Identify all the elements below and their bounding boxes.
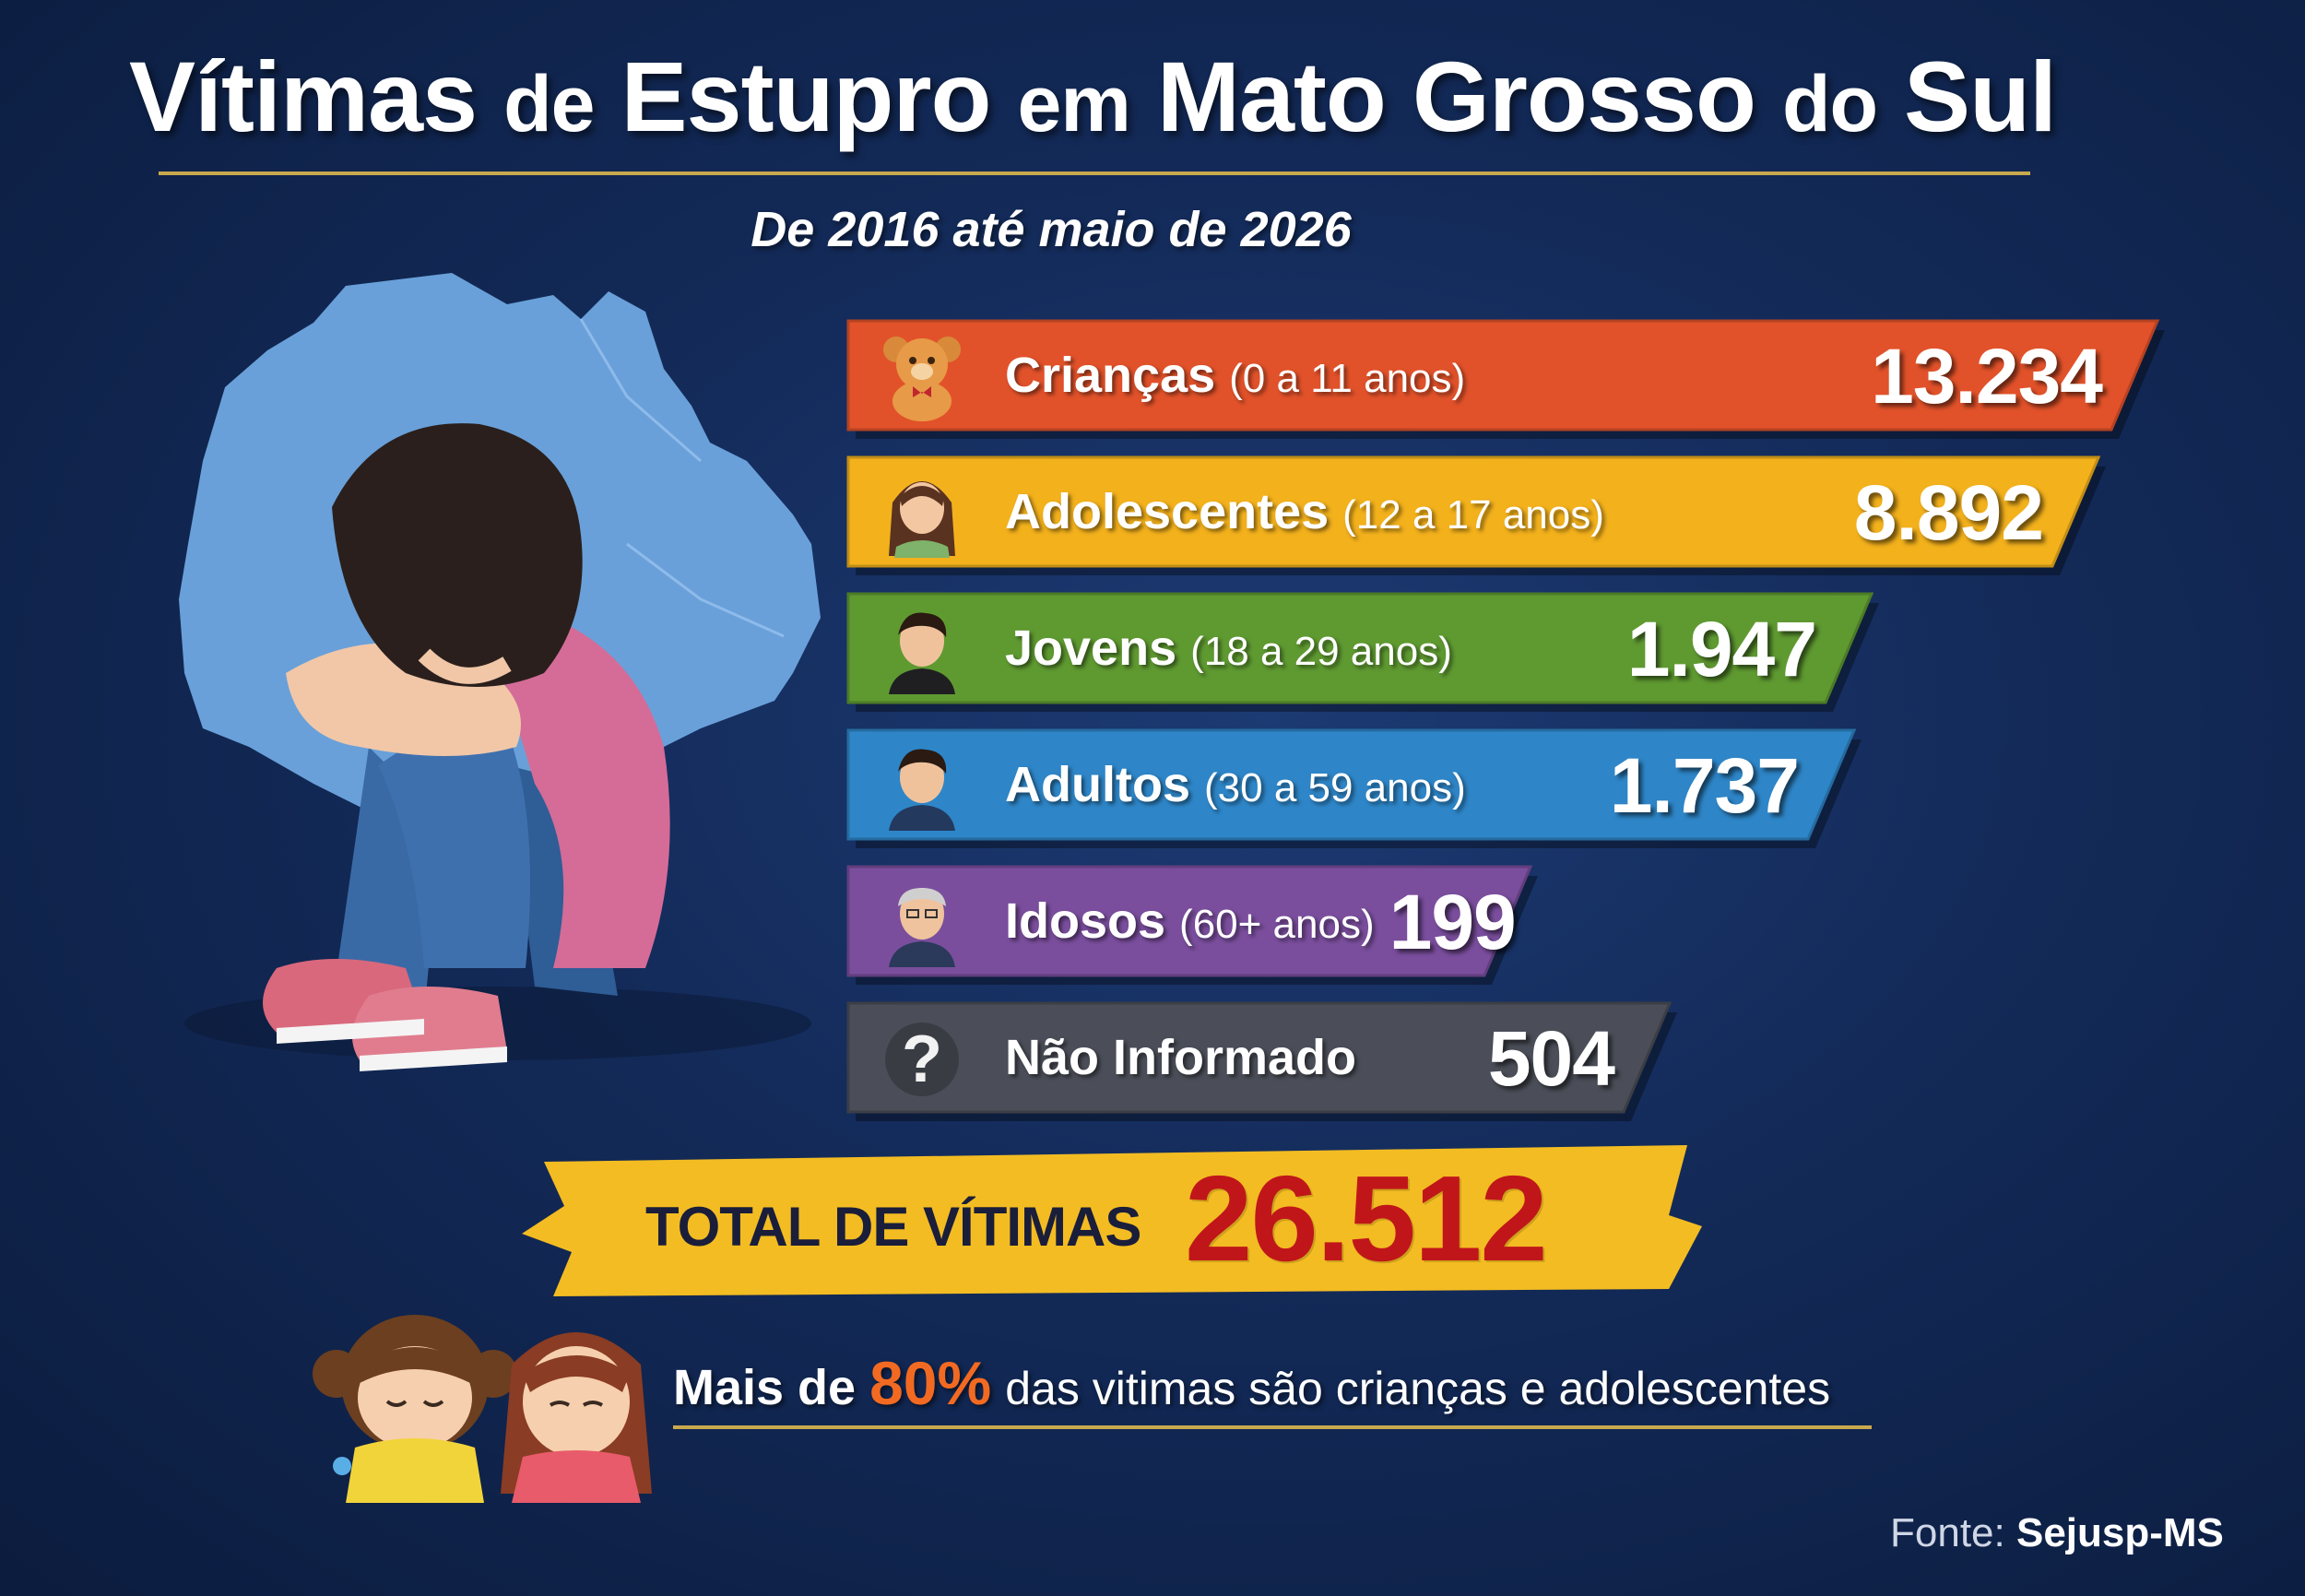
total-banner: TOTAL DE VÍTIMAS 26.512 [516,1141,1706,1298]
teddy-bear-icon [883,337,961,421]
teen-girl-icon [889,481,955,558]
bar-rect [846,865,1533,977]
bar-label: Jovens (18 a 29 anos) [1005,620,1452,677]
bar-value: 1.737 [1609,742,1800,829]
bar-label-text: Idosos [1005,893,1166,949]
bar-shape-nao_informado [846,1001,1677,1121]
bar-rect [846,455,2101,568]
bar-adultos: Adultos (30 a 59 anos) 1.737 [846,728,1909,848]
total-label: TOTAL DE VÍTIMAS [645,1196,1141,1258]
bar-age-range: (12 a 17 anos) [1342,492,1604,538]
bar-label-text: Crianças [1005,348,1216,403]
bar-shape-adultos [846,728,1862,848]
adult-man-icon [889,749,955,831]
bar-label: Adultos (30 a 59 anos) [1005,756,1466,813]
note-underline [673,1425,1872,1429]
title-divider [159,171,2030,175]
bar-rect [846,592,1874,704]
bar-age-range: (30 a 59 anos) [1204,765,1466,810]
bar-label: Não Informado [1005,1029,1356,1086]
subtitle: De 2016 até maio de 2026 [751,202,1352,257]
page-title: Vítimas de Estupro em Mato Grosso do Sul [128,41,2057,152]
sad-girl-icon [501,1332,652,1503]
bar-label-text: Adolescentes [1005,484,1330,539]
total-banner-fill [522,1145,1702,1296]
bar-label-text: Jovens [1005,621,1177,676]
highlight-percent: 80% [869,1349,992,1417]
svg-text:?: ? [902,1023,942,1096]
bar-nao_informado: ? Não Informado 504 [846,1001,1725,1121]
young-man-icon [889,612,955,694]
bar-value: 1.947 [1626,606,1817,692]
bar-value: 199 [1389,879,1517,965]
girl-over-state-map-illustration [179,273,821,1071]
bar-rect [846,728,1857,841]
bar-idosos: Idosos (60+ anos) 199 [846,865,1586,985]
source-credit: Fonte: Sejusp-MS [1890,1510,2224,1555]
highlight-note: Mais de 80% das vitimas são crianças e a… [673,1349,1831,1417]
bar-age-range: (18 a 29 anos) [1190,629,1452,674]
elderly-man-icon [889,888,955,967]
crying-girl-icon [313,1315,517,1503]
bar-shape-jovens [846,592,1879,712]
bar-shape-idosos [846,865,1538,985]
total-value: 26.512 [1185,1151,1548,1286]
two-girls-illustration [313,1315,652,1503]
bar-criancas: Crianças (0 a 11 anos) 13.234 [846,319,2213,439]
bar-jovens: Jovens (18 a 29 anos) 1.947 [846,592,1927,712]
bar-label: Crianças (0 a 11 anos) [1005,347,1465,404]
bar-shape-criancas [846,319,2165,439]
bar-age-range: (60+ anos) [1179,902,1375,947]
bar-shape-adolescentes [846,455,2106,575]
bar-label: Idosos (60+ anos) [1005,893,1375,950]
bar-label-text: Adultos [1005,757,1190,812]
bar-label: Adolescentes (12 a 17 anos) [1005,483,1604,540]
bar-rect [846,319,2160,432]
bar-label-text: Não Informado [1005,1030,1357,1085]
bar-value: 504 [1487,1015,1615,1102]
bar-value: 8.892 [1853,469,2044,556]
bar-adolescentes: Adolescentes (12 a 17 anos) 8.892 [846,455,2154,575]
sitting-girl-icon [263,423,670,1071]
question-mark-icon: ? [885,1023,959,1096]
bar-rect [846,1001,1673,1114]
total-banner-shape [522,1145,1702,1296]
bar-age-range: (0 a 11 anos) [1229,356,1466,401]
bar-value: 13.234 [1871,333,2103,420]
